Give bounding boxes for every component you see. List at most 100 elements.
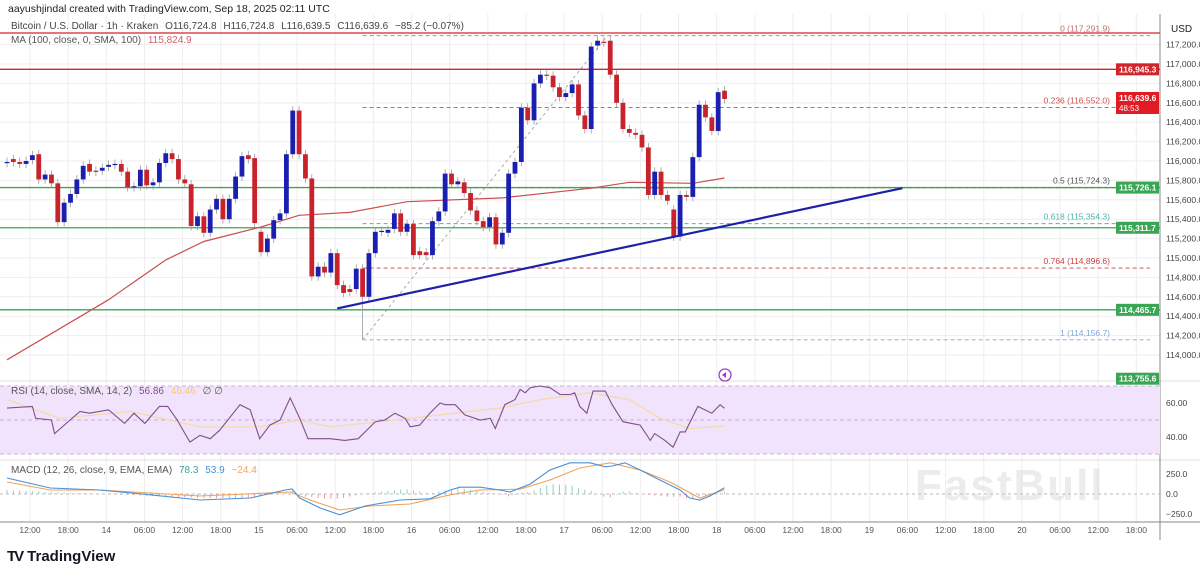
candle <box>144 165 150 190</box>
candle <box>493 212 499 249</box>
fib-level-label: 0 (117,291.9) <box>1060 24 1110 34</box>
candle <box>645 143 651 200</box>
time-tick-label: 18:00 <box>821 525 843 535</box>
candle <box>620 98 626 134</box>
candle-body <box>696 104 702 158</box>
candle-body <box>284 154 289 214</box>
candle <box>722 86 727 104</box>
candle <box>42 170 48 184</box>
fib-level-label: 0.236 (116,552.0) <box>1044 95 1111 105</box>
candle-body <box>169 153 175 160</box>
candle-body <box>461 182 467 194</box>
candle <box>61 198 67 227</box>
candle <box>442 169 448 216</box>
candle-body <box>195 216 200 226</box>
support-price-label: 115,726.1 <box>1119 183 1157 193</box>
price-tick-label: 116,600.0 <box>1166 98 1200 108</box>
candle-body <box>17 161 23 164</box>
candle <box>322 262 327 277</box>
candle <box>137 165 143 191</box>
candle <box>423 247 429 260</box>
replay-cursor-icon <box>718 368 732 382</box>
candle-body <box>157 162 162 183</box>
candle-body <box>347 289 353 292</box>
candle-body <box>93 170 99 172</box>
time-tick-label: 06:00 <box>134 525 156 535</box>
fib-trend-line <box>362 35 608 341</box>
candle-body <box>4 161 10 164</box>
candle <box>176 154 181 184</box>
candle <box>671 205 677 242</box>
ma-label: MA (100, close, 0, SMA, 100) <box>11 35 142 46</box>
time-tick-label: 12:00 <box>172 525 194 535</box>
candle <box>93 166 99 177</box>
candle <box>125 167 131 192</box>
candle-body <box>518 107 524 162</box>
candle-body <box>709 117 715 131</box>
candle-body <box>137 169 143 187</box>
candle-body <box>99 167 105 171</box>
candle-body <box>233 176 238 199</box>
candle <box>252 153 258 228</box>
candle-body <box>303 154 308 179</box>
candle-body <box>112 163 118 166</box>
price-tick-label: 114,200.0 <box>1166 331 1200 341</box>
candle-body <box>87 163 92 172</box>
candle <box>131 181 137 192</box>
time-tick-label: 12:00 <box>935 525 957 535</box>
axis-price-tag <box>1116 372 1159 385</box>
candle <box>372 227 378 258</box>
price-tick-label: 116,400.0 <box>1166 117 1200 127</box>
candle-body <box>49 174 54 184</box>
candle <box>4 157 10 168</box>
macd-value: 78.3 <box>178 465 199 476</box>
price-tick-label: 114,400.0 <box>1166 311 1200 321</box>
support-price-label: 115,311.7 <box>1119 223 1156 233</box>
symbol-name: Bitcoin / U.S. Dollar · 1h · Kraken <box>11 21 159 32</box>
tradingview-brand: TV TradingView <box>7 548 115 566</box>
candle <box>284 149 289 218</box>
candle-body <box>290 110 296 155</box>
candle <box>461 177 467 198</box>
candle-body <box>620 102 626 130</box>
candle-body <box>436 211 442 222</box>
candle <box>607 36 613 80</box>
price-tick-label: 115,400.0 <box>1166 214 1200 224</box>
candle-body <box>23 161 29 164</box>
candle-body <box>423 252 429 256</box>
candle <box>658 167 664 200</box>
candle-body <box>588 46 594 130</box>
time-tick-label: 12:00 <box>630 525 652 535</box>
macd-tick-label: −250.0 <box>1166 509 1193 519</box>
candle <box>595 35 600 50</box>
candle-body <box>569 84 575 94</box>
candle-body <box>201 216 207 233</box>
ohlc-high: H116,724.8 <box>223 21 275 32</box>
candle-body <box>42 174 48 180</box>
candle-body <box>468 193 473 211</box>
macd-tick-label: 250.0 <box>1166 469 1188 479</box>
candle <box>525 103 531 125</box>
candle-body <box>474 210 480 222</box>
candle <box>544 70 550 81</box>
candle <box>633 128 639 140</box>
candle <box>150 177 156 190</box>
candle-body <box>455 181 461 185</box>
price-change: −85.2 (−0.07%) <box>394 21 464 32</box>
candle <box>499 228 505 249</box>
time-tick-label: 15 <box>254 525 264 535</box>
candle <box>430 216 435 260</box>
time-tick-label: 12:00 <box>1088 525 1110 535</box>
candle-body <box>512 161 518 174</box>
candle <box>49 170 54 188</box>
candle-body <box>309 178 315 277</box>
candle-body <box>207 209 213 233</box>
support-price-tag <box>1116 303 1159 316</box>
candle <box>531 79 537 125</box>
candle <box>582 111 588 134</box>
support-price-tag <box>1116 181 1159 194</box>
candle <box>277 209 283 225</box>
candle-body <box>722 90 727 99</box>
candle-body <box>334 253 340 286</box>
